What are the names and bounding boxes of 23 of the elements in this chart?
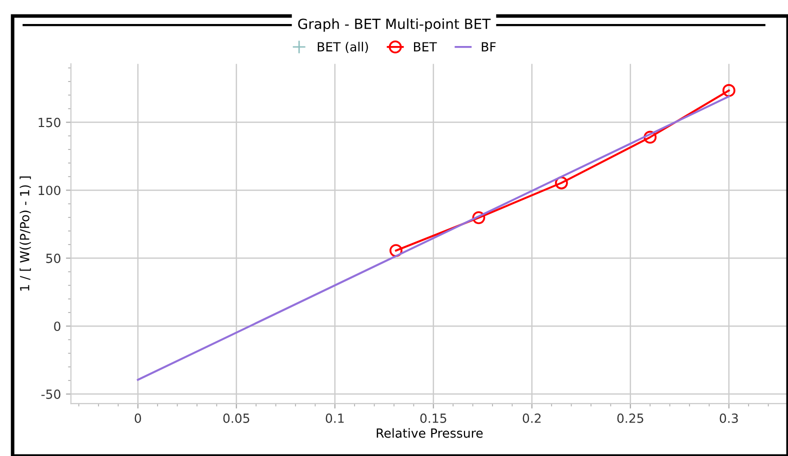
x-tick-label: 0.15 [420, 414, 446, 423]
point [390, 244, 402, 258]
point [644, 130, 657, 144]
y-tick-label: -50 [41, 390, 60, 399]
legend-label: BF [482, 42, 496, 52]
y-tick-label: 50 [46, 254, 60, 264]
x-tick-label: 0.1 [326, 414, 344, 423]
y-tick-label: 150 [38, 118, 60, 128]
x-tick-label: 0.3 [720, 414, 738, 423]
x-axis-title: Relative Pressure [376, 428, 483, 438]
point [722, 84, 736, 97]
point [554, 176, 568, 190]
x-tick-label: 0 [134, 414, 142, 423]
chart-title: Graph - BET Multi-point BET [298, 18, 491, 32]
legend-label: BET [414, 42, 437, 52]
x-tick-label: 0.05 [223, 414, 250, 423]
x-tick-label: 0.2 [522, 414, 541, 423]
y-tick-label: 100 [38, 186, 60, 196]
point [472, 211, 486, 224]
x-tick-label: 0.25 [617, 414, 644, 423]
y-tick-label: 0 [54, 322, 60, 332]
legend-label: BET (all) [318, 42, 368, 53]
y-axis-title: 1 / [ W((P/Po) - 1) ] [20, 176, 31, 291]
